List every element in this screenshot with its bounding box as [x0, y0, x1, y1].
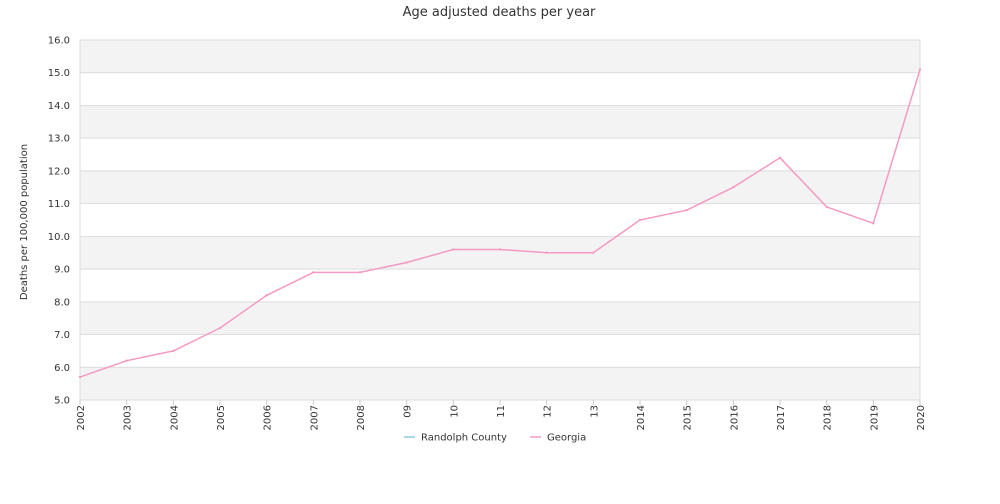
data-point	[78, 375, 82, 379]
x-tick-label: 2003	[123, 405, 134, 430]
grid-band	[80, 203, 920, 237]
x-tick-label: 2019	[869, 405, 880, 430]
data-point	[498, 248, 502, 251]
data-point	[172, 349, 175, 353]
x-tick-label: 11	[496, 405, 507, 418]
data-point	[265, 294, 268, 297]
grid-band	[80, 269, 920, 302]
grid-band	[80, 334, 920, 368]
data-point	[452, 248, 455, 251]
x-tick-label: 2014	[636, 405, 647, 430]
data-point	[918, 68, 922, 71]
grid-band	[80, 105, 920, 139]
data-point	[312, 271, 315, 274]
x-tick-label: 2006	[263, 405, 274, 430]
x-tick-label: 2004	[169, 405, 180, 430]
grid-band	[80, 301, 920, 335]
y-tick-label: 13.0	[48, 134, 70, 145]
grid-band	[80, 138, 920, 171]
data-point	[825, 205, 828, 209]
y-tick-label: 6.0	[54, 363, 70, 374]
y-tick-label: 7.0	[54, 330, 70, 341]
x-tick-label: 12	[543, 405, 554, 418]
x-tick-label: 09	[403, 405, 414, 418]
x-tick-label: 10	[449, 405, 460, 418]
x-tick-label: 2007	[309, 405, 320, 430]
data-point	[545, 251, 548, 254]
x-axis-ticks: 2002 2003 2004 2005 2006 2007 2008 09 10 11 12 13 20…	[76, 400, 927, 430]
grid-band	[80, 236, 920, 270]
legend-label: Randolph County	[421, 433, 507, 444]
y-tick-label: 10.0	[48, 232, 70, 243]
x-tick-label: 2015	[683, 405, 694, 430]
y-tick-label: 16.0	[48, 36, 70, 47]
y-tick-label: 15.0	[48, 68, 70, 79]
data-point	[125, 359, 128, 362]
data-point	[218, 326, 222, 330]
legend-label: Georgia	[547, 433, 586, 444]
data-point	[732, 186, 735, 189]
x-tick-label: 2002	[76, 405, 87, 430]
x-tick-label: 2017	[776, 405, 787, 430]
grid-band	[80, 72, 920, 106]
data-point	[872, 222, 875, 225]
data-point	[358, 271, 362, 274]
chart-title: Age adjusted deaths per year	[403, 5, 596, 20]
y-axis-label: Deaths per 100,000 population	[19, 144, 30, 300]
grid-band	[80, 367, 920, 400]
y-tick-label: 11.0	[48, 199, 70, 210]
grid-bands	[80, 40, 920, 400]
x-tick-label: 2008	[356, 405, 367, 430]
data-point	[778, 156, 782, 160]
x-tick-label: 2020	[916, 405, 927, 430]
data-point	[638, 218, 642, 222]
data-point	[405, 261, 408, 264]
x-tick-label: 2005	[216, 405, 227, 430]
grid-band	[80, 40, 920, 73]
y-tick-label: 8.0	[54, 297, 70, 308]
x-tick-label: 13	[589, 405, 600, 418]
x-tick-label: 2018	[823, 405, 834, 430]
series-layer	[78, 68, 922, 379]
grid-band	[80, 170, 920, 204]
y-axis-ticks: 5.0 6.0 7.0 8.0 9.0 10.0 11.0 12.0 13.0 14.0 15.0 1…	[48, 36, 70, 407]
data-point	[685, 208, 688, 212]
data-point	[592, 251, 595, 254]
x-tick-label: 2016	[729, 405, 740, 430]
grid-lines	[79, 39, 921, 401]
y-tick-label: 5.0	[54, 396, 70, 407]
y-tick-label: 14.0	[48, 101, 70, 112]
y-tick-label: 9.0	[54, 265, 70, 276]
y-tick-label: 12.0	[48, 166, 70, 177]
legend: Randolph County Georgia	[404, 433, 586, 444]
